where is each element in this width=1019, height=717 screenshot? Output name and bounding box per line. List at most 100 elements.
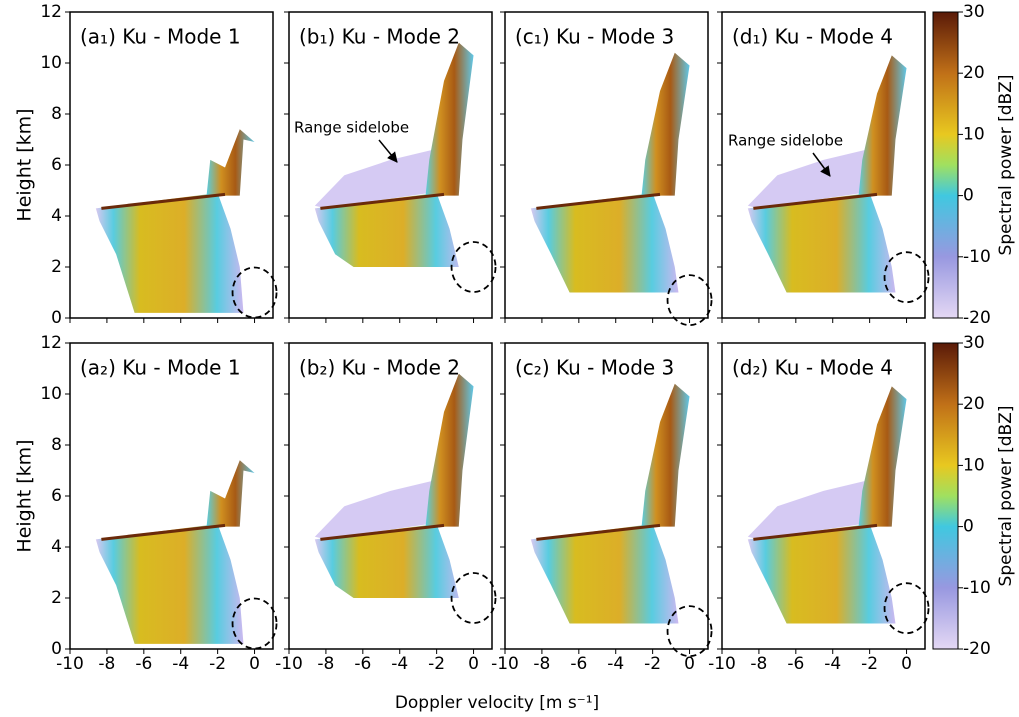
y-tick-label: 0 [51,308,62,328]
spectrum-column [858,55,907,196]
annotation: Range sidelobe [294,119,409,137]
colorbar-tick-label: 10 [963,124,985,144]
spectrum-body [530,193,679,293]
noise-circle [883,582,930,635]
annotation-arrow [378,139,398,163]
y-tick-label: 4 [51,537,62,557]
noise-circle [666,274,713,327]
colorbar-tick-label: 0 [963,517,974,537]
spectrum-body [95,524,244,644]
colorbar-label: Spectral power [dBZ] [996,406,1016,587]
bright-band [536,192,661,210]
panel-title: (d₂) Ku - Mode 4 [732,356,893,380]
colorbar-tick-label: 30 [963,333,985,353]
x-tick-label: 0 [684,654,695,674]
colorbar-tick-label: 30 [963,2,985,22]
x-tick-label: -6 [787,654,804,674]
x-tick-label: -10 [491,654,519,674]
colorbar-tick-label: 20 [963,63,985,83]
sidelobe [747,480,879,540]
x-tick-label: -6 [135,654,152,674]
annotation-arrow [812,152,831,177]
x-tick-label: -10 [275,654,303,674]
spectrum-column [206,129,255,196]
x-tick-label: -4 [607,654,624,674]
spectrum-column [425,42,474,196]
spectrogram [530,383,690,624]
spectrogram [314,373,474,598]
x-tick-label: -4 [391,654,408,674]
x-tick-label: -4 [824,654,841,674]
x-tick-label: -4 [172,654,189,674]
spectrum-column [641,52,690,196]
y-tick-label: 12 [40,2,62,22]
panel-title: (c₂) Ku - Mode 3 [515,356,674,380]
x-axis-label: Doppler velocity [m s⁻¹] [395,693,599,713]
bright-band [753,192,878,210]
colorbar-label: Spectral power [dBZ] [996,75,1016,256]
spectrogram [314,42,474,267]
spectrogram [530,52,690,293]
x-tick-label: -8 [750,654,767,674]
x-tick-label: -8 [98,654,115,674]
noise-circle [231,597,278,650]
noise-circle [666,605,713,658]
y-tick-label: 8 [51,104,62,124]
y-tick-label: 2 [51,588,62,608]
bright-band [320,192,445,210]
y-tick-label: 6 [51,486,62,506]
x-tick-label: 0 [901,654,912,674]
y-tick-label: 0 [51,639,62,659]
bright-band [320,523,445,541]
spectrogram [747,55,907,293]
y-tick-label: 4 [51,206,62,226]
spectrum-body [747,193,896,293]
y-axis-label: Height [km] [14,439,36,552]
bright-band [753,523,878,541]
y-tick-label: 2 [51,257,62,277]
noise-circle [450,241,497,293]
x-tick-label: -6 [354,654,371,674]
colorbar-tick-label: -10 [963,247,991,267]
noise-circle [450,572,497,624]
bright-band [101,192,226,210]
x-tick-label: -6 [570,654,587,674]
sidelobe [314,149,446,209]
y-tick-label: 6 [51,155,62,175]
x-tick-label: 0 [249,654,260,674]
panel: (c₁) Ku - Mode 3 [500,11,713,327]
x-tick-label: -8 [317,654,334,674]
y-tick-label: 8 [51,435,62,455]
panel-title: (b₁) Ku - Mode 2 [299,25,460,49]
panel-title: (b₂) Ku - Mode 2 [299,356,460,380]
x-tick-label: -10 [56,654,84,674]
colorbar-tick-label: -20 [963,639,991,659]
spectrum-column [858,386,907,527]
panel: -10 -8 -6 -4 -2 0 (c₂) Ku - Mode 3 [491,342,713,674]
colorbar-tick-label: 0 [963,186,974,206]
spectrum-body [95,193,244,313]
spectrum-column [425,373,474,527]
colorbar-tick-label: 10 [963,455,985,475]
y-tick-label: 10 [40,384,62,404]
colorbar-tick-label: 20 [963,394,985,414]
panel: -10 -8 -6 -4 -2 0 (b₂) Ku - Mode 2 [275,342,497,674]
panel: -10 -8 -6 -4 -2 0 (d₂) Ku - Mode 4 [708,342,930,674]
panel-title: (d₁) Ku - Mode 4 [732,25,893,49]
spectrum-body [747,524,896,624]
panel: -10 -8 -6 -4 -2 0 0 2 4 6 8 10 12 (a₂) Ku - Mode 1 Hei… [14,333,278,674]
x-tick-label: -2 [861,654,878,674]
x-tick-label: -2 [209,654,226,674]
spectrum-body [314,193,463,267]
spectrum-body [530,524,679,624]
x-tick-label: 0 [468,654,479,674]
noise-circle [231,266,278,319]
spectrogram [95,460,255,644]
annotation: Range sidelobe [728,132,843,150]
panel-title: (a₂) Ku - Mode 1 [80,356,241,380]
x-tick-label: -2 [428,654,445,674]
spectrogram [95,129,255,313]
spectrum-body [314,524,463,598]
y-tick-label: 10 [40,53,62,73]
